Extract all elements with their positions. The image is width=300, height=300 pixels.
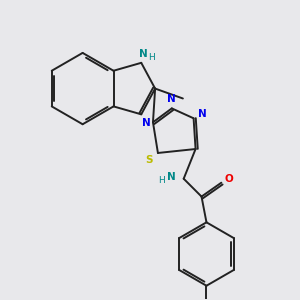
Text: N: N [139, 49, 148, 59]
Text: N: N [198, 109, 207, 119]
Text: O: O [225, 174, 234, 184]
Text: S: S [145, 155, 153, 165]
Text: N: N [167, 94, 176, 104]
Text: H: H [148, 53, 154, 62]
Text: N: N [167, 172, 176, 182]
Text: H: H [158, 176, 165, 185]
Text: N: N [142, 118, 151, 128]
